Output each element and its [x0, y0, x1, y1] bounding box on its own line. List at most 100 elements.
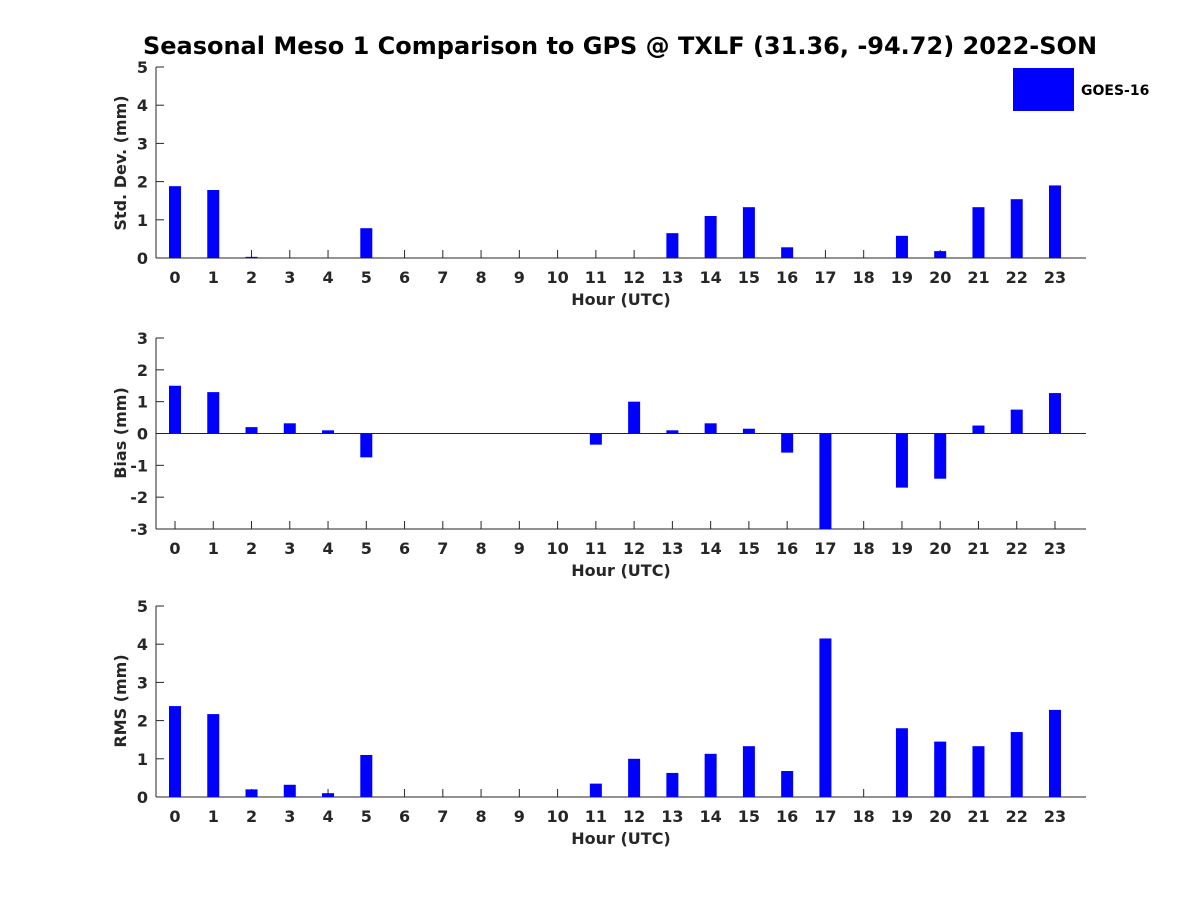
- x-tick-label: 15: [738, 807, 760, 826]
- y-tick-label: -2: [130, 488, 148, 507]
- x-tick-label: 0: [169, 807, 180, 826]
- bar: [245, 256, 258, 258]
- x-tick-label: 10: [546, 268, 568, 287]
- bar: [1048, 709, 1061, 797]
- x-tick-label: 13: [661, 807, 683, 826]
- legend-swatch: [1013, 68, 1074, 111]
- y-tick-label: 4: [137, 96, 148, 115]
- bar: [169, 385, 181, 434]
- y-tick-label: 3: [137, 134, 148, 153]
- y-tick-label: 1: [137, 211, 148, 230]
- bar: [1010, 409, 1023, 434]
- x-tick-label: 1: [208, 268, 219, 287]
- x-tick-label: 10: [546, 539, 568, 558]
- y-tick-label: 0: [137, 788, 148, 807]
- x-tick-label: 0: [169, 268, 180, 287]
- bar: [666, 233, 679, 258]
- x-tick-label: 20: [929, 539, 951, 558]
- x-tick-label: 3: [284, 268, 295, 287]
- x-tick-label: 20: [929, 807, 951, 826]
- x-axis-label: Hour (UTC): [571, 290, 671, 309]
- x-tick-label: 17: [814, 539, 836, 558]
- x-tick-label: 21: [967, 539, 989, 558]
- bar: [781, 771, 794, 797]
- bar: [934, 433, 947, 479]
- x-tick-label: 15: [738, 539, 760, 558]
- x-tick-label: 16: [776, 268, 798, 287]
- x-tick-label: 16: [776, 539, 798, 558]
- x-tick-label: 8: [476, 807, 487, 826]
- bar: [169, 186, 181, 258]
- x-tick-label: 22: [1006, 539, 1028, 558]
- bar: [742, 428, 755, 434]
- x-tick-label: 15: [738, 268, 760, 287]
- x-tick-label: 6: [399, 539, 410, 558]
- bar: [704, 215, 717, 258]
- bar: [360, 754, 373, 797]
- x-tick-label: 14: [700, 268, 722, 287]
- x-tick-label: 13: [661, 539, 683, 558]
- bar: [972, 425, 985, 434]
- x-tick-label: 19: [891, 539, 913, 558]
- bar: [1048, 185, 1061, 258]
- x-tick-label: 23: [1044, 268, 1066, 287]
- y-tick-label: 0: [137, 249, 148, 268]
- x-tick-label: 3: [284, 807, 295, 826]
- x-tick-label: 11: [585, 539, 607, 558]
- x-tick-label: 5: [361, 268, 372, 287]
- x-tick-label: 18: [853, 807, 875, 826]
- bar: [245, 789, 258, 797]
- bar: [589, 783, 602, 797]
- x-tick-label: 2: [246, 268, 257, 287]
- x-tick-label: 5: [361, 539, 372, 558]
- x-tick-label: 5: [361, 807, 372, 826]
- bar: [628, 401, 641, 434]
- x-tick-label: 1: [208, 807, 219, 826]
- y-tick-label: 0: [137, 425, 148, 444]
- x-tick-label: 14: [700, 539, 722, 558]
- x-tick-label: 23: [1044, 539, 1066, 558]
- x-tick-label: 12: [623, 807, 645, 826]
- x-tick-label: 9: [514, 807, 525, 826]
- x-tick-label: 21: [967, 268, 989, 287]
- x-tick-label: 2: [246, 807, 257, 826]
- x-axis-label: Hour (UTC): [571, 829, 671, 848]
- y-tick-label: 5: [137, 58, 148, 77]
- chart-title: Seasonal Meso 1 Comparison to GPS @ TXLF…: [143, 32, 1097, 60]
- bar: [666, 430, 679, 434]
- bar: [207, 714, 220, 797]
- y-tick-label: -1: [130, 456, 148, 475]
- x-tick-label: 4: [322, 807, 333, 826]
- bar: [704, 753, 717, 797]
- bar: [207, 190, 220, 258]
- x-tick-label: 7: [437, 539, 448, 558]
- x-tick-label: 21: [967, 807, 989, 826]
- y-tick-label: -3: [130, 520, 148, 539]
- bar: [1010, 732, 1023, 797]
- bar: [781, 433, 794, 453]
- bar: [895, 728, 908, 797]
- x-tick-label: 7: [437, 268, 448, 287]
- x-tick-label: 11: [585, 268, 607, 287]
- y-tick-label: 1: [137, 750, 148, 769]
- y-tick-label: 2: [137, 361, 148, 380]
- bar: [360, 228, 373, 258]
- x-tick-label: 1: [208, 539, 219, 558]
- x-tick-label: 4: [322, 268, 333, 287]
- bar: [972, 207, 985, 258]
- x-tick-label: 3: [284, 539, 295, 558]
- bar: [742, 746, 755, 797]
- bar: [207, 392, 220, 434]
- y-tick-label: 5: [137, 597, 148, 616]
- bar: [934, 251, 947, 258]
- x-tick-label: 22: [1006, 268, 1028, 287]
- y-axis-label: Std. Dev. (mm): [111, 95, 130, 230]
- bar: [895, 433, 908, 488]
- bar: [628, 758, 641, 797]
- y-axis-label: RMS (mm): [111, 654, 130, 747]
- x-tick-label: 8: [476, 268, 487, 287]
- x-tick-label: 6: [399, 268, 410, 287]
